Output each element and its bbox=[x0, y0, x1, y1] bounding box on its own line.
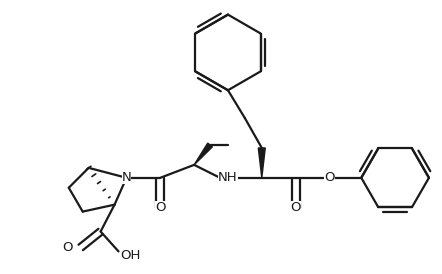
Polygon shape bbox=[194, 143, 213, 165]
Text: O: O bbox=[62, 241, 73, 254]
Text: O: O bbox=[324, 171, 335, 184]
Text: N: N bbox=[122, 171, 131, 184]
Polygon shape bbox=[258, 148, 265, 178]
Text: O: O bbox=[290, 201, 301, 214]
Text: OH: OH bbox=[121, 249, 141, 262]
Text: NH: NH bbox=[218, 171, 238, 184]
Text: O: O bbox=[155, 201, 166, 214]
